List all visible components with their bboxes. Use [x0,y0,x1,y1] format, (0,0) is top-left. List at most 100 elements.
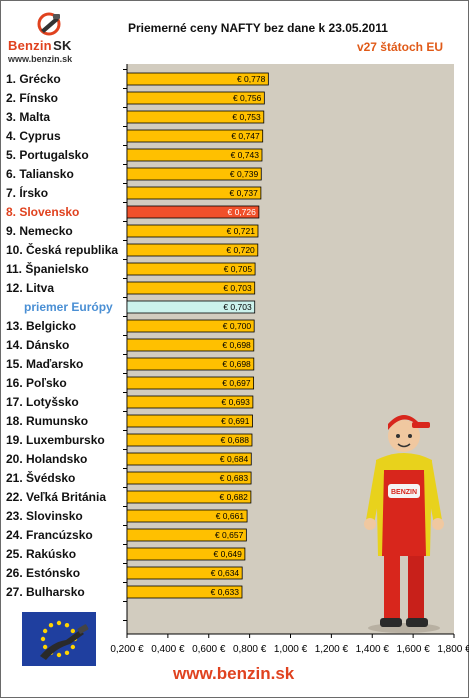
eu-star-icon [70,644,76,650]
x-tick-label: 0,200 € [110,644,144,655]
data-label: € 0,743 [231,150,260,160]
eu-star-icon [56,620,62,626]
category-label: 5. Portugalsko [6,148,89,162]
data-label: € 0,778 [237,74,266,84]
bar [126,547,246,561]
data-label: € 0,739 [230,169,259,179]
svg-text:BENZIN: BENZIN [391,489,417,496]
category-label: 1. Grécko [6,72,61,86]
x-tick-label: 1,200 € [315,644,349,655]
x-tick-label: 1,600 € [396,644,430,655]
category-label: 16. Poľsko [6,376,67,390]
x-tick-label: 0,400 € [151,644,185,655]
data-label: € 0,720 [226,245,255,255]
data-label: € 0,682 [220,492,249,502]
bar [126,509,248,523]
category-label: 12. Litva [6,281,54,295]
category-label: 21. Švédsko [6,470,75,485]
bar [126,452,252,466]
data-label: € 0,703 [223,283,252,293]
eu-star-icon [64,650,70,656]
bar [126,566,243,580]
category-label: 10. Česká republika [6,242,118,257]
bar [126,224,259,238]
bar [126,110,265,124]
eu-star-icon [42,628,48,634]
data-label: € 0,698 [222,359,251,369]
bar [126,414,253,428]
chart-subtitle: v27 štátoch EU [356,40,443,54]
gas-station-attendant-mascot: BENZIN [364,415,444,633]
category-label: 22. Veľká Británia [6,490,106,504]
chart-title: Priemerné ceny NAFTY bez dane k 23.05.20… [128,21,388,35]
bar [126,148,263,162]
footer-site: www.benzin.sk [173,664,295,683]
bar [126,395,254,409]
category-label: 2. Fínsko [6,91,58,105]
bar [126,357,255,371]
x-tick-label: 1,400 € [356,644,390,655]
bar [126,319,255,333]
category-label: 24. Francúzsko [6,528,93,542]
eu-flag-fuel-nozzle-icon [22,612,96,666]
category-label: 3. Malta [6,110,50,124]
eu-star-icon [70,628,76,634]
category-label: 20. Holandsko [6,452,87,466]
category-label: 27. Bulharsko [6,585,85,599]
bar [126,490,252,504]
data-label: € 0,737 [230,188,259,198]
benzin-logo: Benzin SK www.benzin.sk [6,10,88,66]
bar [126,72,269,86]
bar [126,433,253,447]
benzin-logo-icon [37,12,61,36]
category-label: 25. Rakúsko [6,547,76,561]
bar [126,338,255,352]
category-label: 8. Slovensko [6,205,79,219]
eu-star-icon [48,622,54,628]
category-label: 15. Maďarsko [6,357,83,371]
bar [126,281,256,295]
data-label: € 0,691 [221,416,250,426]
data-label: € 0,657 [215,530,244,540]
eu-star-icon [40,636,46,642]
data-label: € 0,756 [233,93,262,103]
eu-star-icon [42,644,48,650]
category-label: 18. Rumunsko [6,414,88,428]
bar [126,186,262,200]
data-label: € 0,688 [221,435,250,445]
data-label: € 0,721 [227,226,256,236]
bar [126,528,247,542]
category-label: 6. Taliansko [6,167,74,181]
data-label: € 0,661 [216,511,245,521]
category-label: 19. Luxembursko [6,433,105,447]
data-label: € 0,705 [224,264,253,274]
category-label: 4. Cyprus [6,129,61,143]
data-label: € 0,697 [222,378,251,388]
category-label: 26. Estónsko [6,566,80,580]
x-tick-label: 1,800 € [437,644,469,655]
bar [126,471,252,485]
data-label: € 0,703 [223,302,252,312]
x-tick-label: 0,600 € [192,644,226,655]
x-tick-label: 1,000 € [274,644,308,655]
eu-star-icon [56,652,62,658]
data-label: € 0,753 [232,112,261,122]
data-label: € 0,726 [228,207,257,217]
bar [126,91,265,105]
category-label: 14. Dánsko [6,338,69,352]
data-label: € 0,747 [231,131,260,141]
bar [126,585,243,599]
bar [126,300,256,314]
bar [126,205,260,219]
x-tick-label: 0,800 € [233,644,267,655]
data-label: € 0,700 [223,321,252,331]
data-label: € 0,698 [222,340,251,350]
category-label: 9. Nemecko [6,224,73,238]
category-label: 11. Španielsko [6,261,89,276]
bar [126,129,264,143]
bar [126,167,262,181]
data-label: € 0,634 [211,568,240,578]
eu-star-icon [64,622,70,628]
data-label: € 0,649 [214,549,243,559]
